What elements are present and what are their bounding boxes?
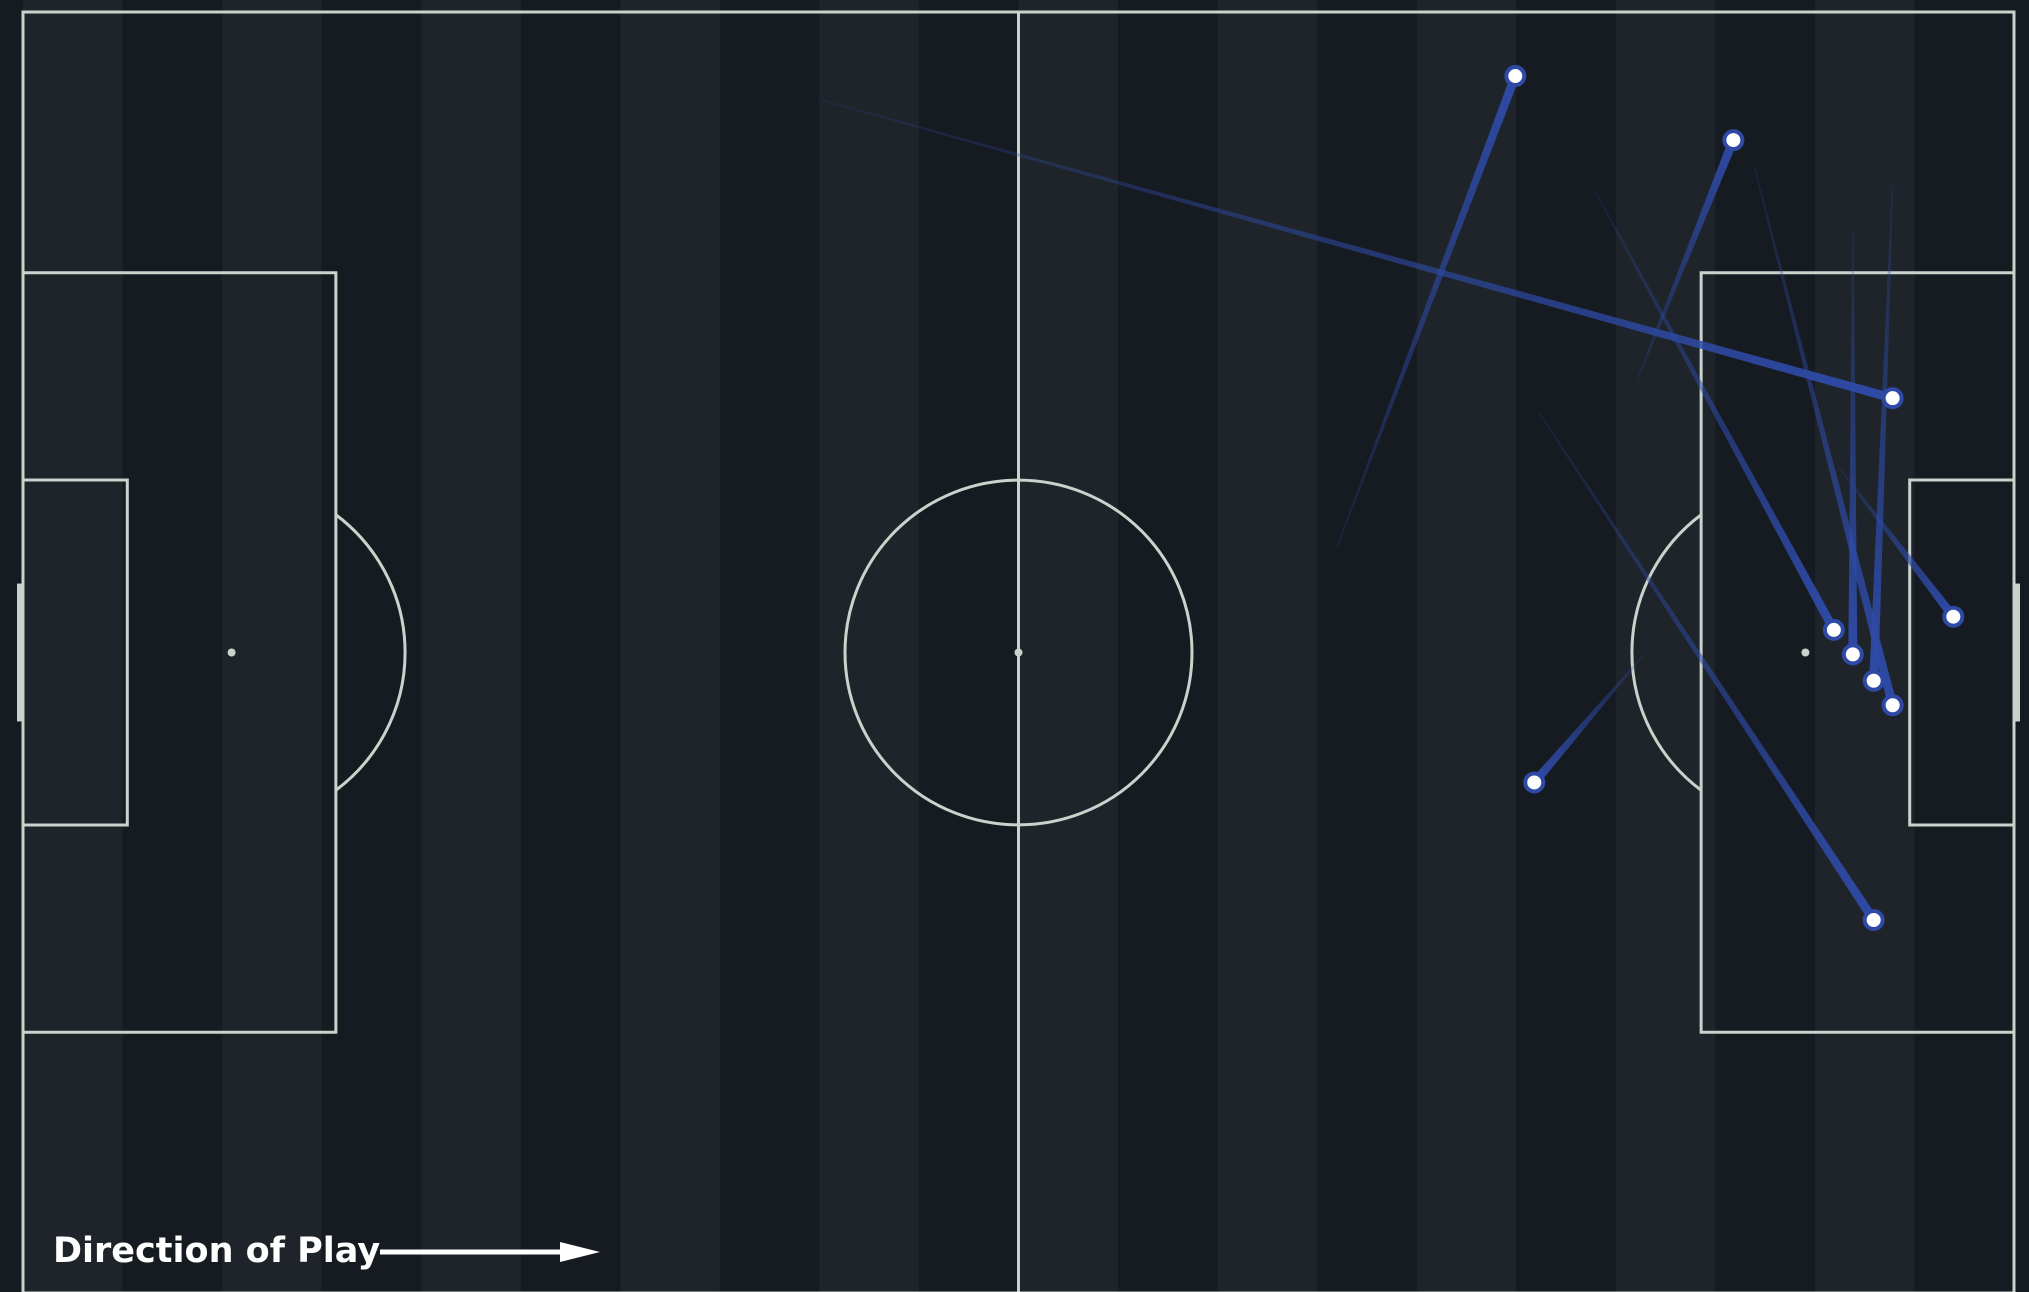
goal [17,583,23,722]
centre-spot [1014,648,1023,657]
penalty-spot [227,648,236,657]
pass-end [1504,65,1527,88]
stripe [620,0,720,1292]
stripe [819,0,919,1292]
pass-end [1841,643,1864,666]
penalty-box [1699,271,2014,1034]
penalty-arc [1630,513,1703,792]
pass-line [1594,190,1838,633]
six-yard-box [1908,478,2014,827]
penalty-arc [334,513,407,792]
pass-line [1837,465,1957,620]
pass-line [1848,230,1858,655]
pass-end [1942,605,1965,628]
six-yard-box [23,478,129,827]
stripe [421,0,521,1292]
pass-line [1537,410,1878,923]
direction-arrowhead [560,1242,600,1262]
pass-line [1869,181,1894,681]
pass-line [1530,653,1645,786]
direction-label: Direction of Play [53,1231,380,1271]
pass-line [1336,74,1520,548]
penalty-spot [1801,648,1810,657]
pass-end [1862,909,1885,932]
stripe [222,0,322,1292]
pass-end [1881,387,1904,410]
stripe [23,0,123,1292]
pass-end [1881,694,1904,717]
pass-end [1862,669,1885,692]
stripe [1018,0,1119,1292]
goal [2014,583,2020,722]
penalty-box [23,271,338,1034]
stripe [1416,0,1517,1292]
pass-end [1722,129,1745,152]
pass-line [822,99,1894,403]
stripe [1217,0,1318,1292]
passes [822,65,1965,932]
pass-end [1822,618,1845,641]
stripe [1814,0,1915,1292]
pitch-lines [17,10,2020,1292]
pass-line [1635,138,1738,382]
centre-circle [843,478,1194,827]
pass-end [1523,771,1546,794]
pass-line [1753,166,1898,707]
